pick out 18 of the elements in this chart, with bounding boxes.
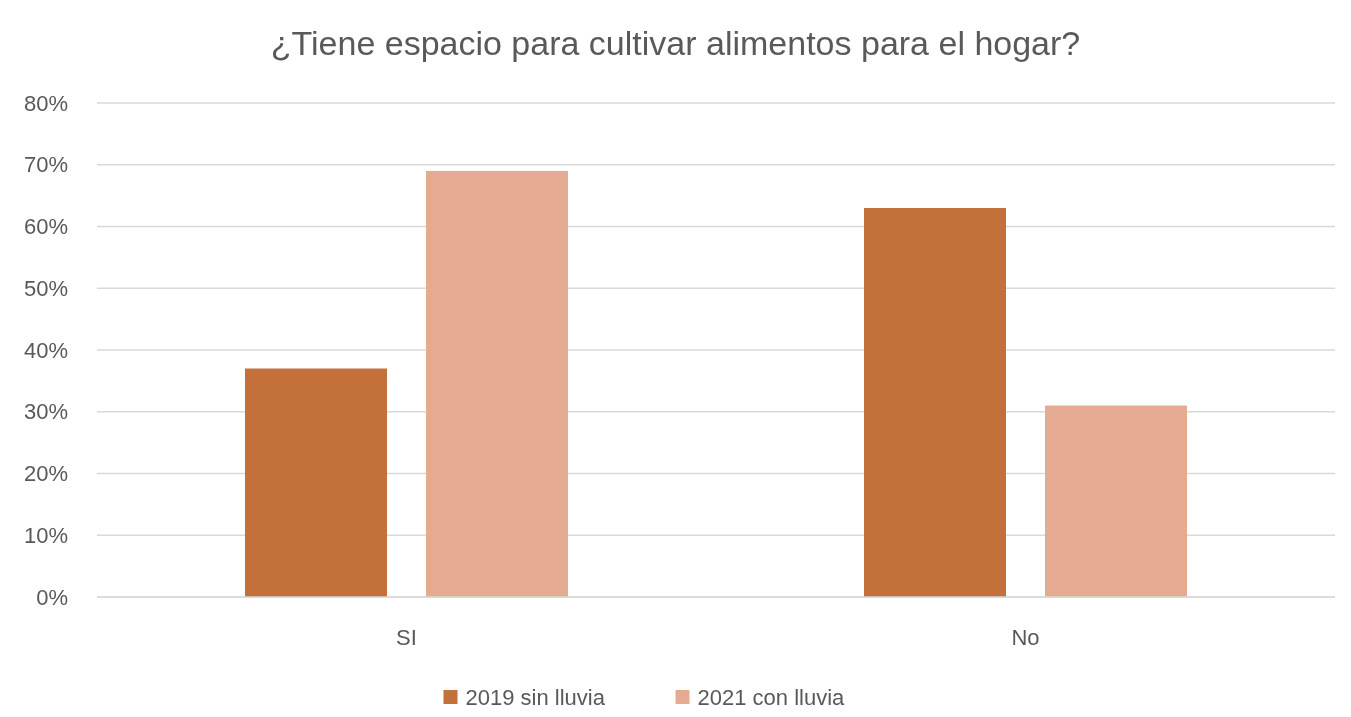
y-tick-label: 40% [23, 337, 68, 363]
y-tick-label: 70% [23, 152, 68, 178]
bar [1045, 405, 1187, 597]
y-tick-label: 80% [23, 90, 68, 116]
bar [864, 207, 1006, 597]
legend-label: 2019 sin lluvia [465, 685, 606, 710]
bar [426, 170, 568, 597]
chart-title: ¿Tiene espacio para cultivar alimentos para el hogar? [270, 24, 1081, 62]
bar [245, 368, 387, 597]
y-tick-label: 50% [23, 275, 68, 301]
y-tick-label: 60% [23, 214, 68, 240]
y-tick-label: 20% [23, 461, 68, 487]
y-tick-label: 30% [23, 399, 68, 425]
x-tick-label: SI [396, 625, 417, 650]
y-tick-label: 10% [23, 522, 68, 548]
legend-label: 2021 con lluvia [697, 685, 846, 710]
x-tick-label: No [1011, 625, 1040, 650]
y-tick-label: 0% [36, 584, 68, 610]
